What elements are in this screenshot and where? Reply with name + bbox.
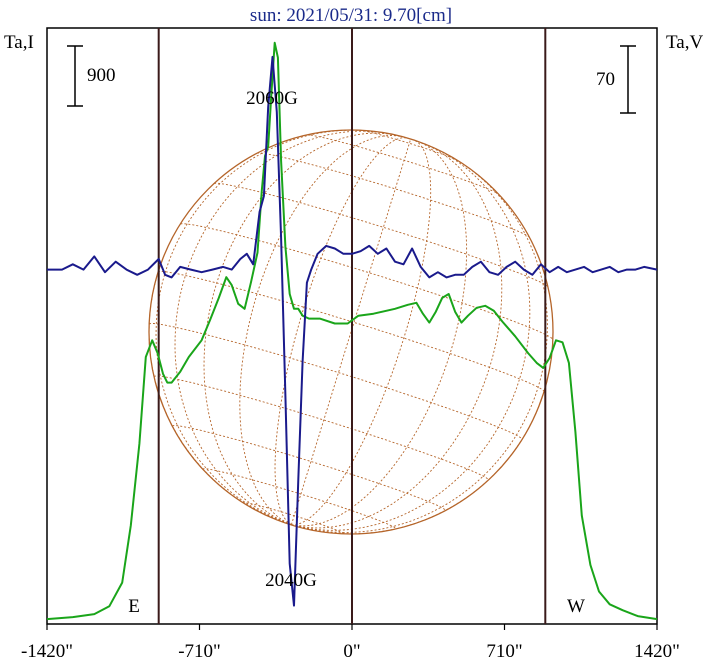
x-tick-label: 0" <box>343 641 360 662</box>
polarization-curve <box>47 55 658 607</box>
annotation-2040g: 2040G <box>265 570 317 591</box>
disk-meridian <box>291 154 548 533</box>
x-tick-label: 710" <box>486 641 522 662</box>
left-axis-label: Ta,I <box>4 32 34 53</box>
disk-parallel <box>180 223 554 340</box>
west-limb-label: W <box>567 596 585 617</box>
disk-parallel <box>243 502 345 535</box>
disk-meridian <box>239 135 401 526</box>
right-scale-value: 70 <box>596 69 615 90</box>
disk-meridian <box>203 132 397 526</box>
limb-lines <box>157 28 547 624</box>
disk-meridian <box>290 138 412 525</box>
east-limb-label: E <box>128 596 140 617</box>
intensity-curve <box>46 41 658 621</box>
disk-parallel <box>359 129 458 161</box>
disk-meridian <box>291 139 432 526</box>
x-tick-label: 1420" <box>634 641 680 662</box>
disk-meridian <box>291 143 503 529</box>
disk-meridian <box>174 130 394 526</box>
x-tick-labels: -1420" -710" 0" 710" 1420" <box>21 624 680 662</box>
disk-parallel <box>172 425 446 511</box>
left-scale-value: 900 <box>87 65 116 86</box>
disk-meridian <box>148 272 292 526</box>
disk-meridian <box>291 144 531 531</box>
disk-meridian <box>274 137 409 526</box>
disk-parallel <box>148 323 523 440</box>
right-axis-label: Ta,V <box>666 32 703 53</box>
left-scale-bar <box>67 45 83 107</box>
x-tick-label: -710" <box>178 641 221 662</box>
disk-parallel <box>202 468 397 530</box>
x-tick-label: -1420" <box>21 641 73 662</box>
annotation-2060g: 2060G <box>246 88 298 109</box>
disk-meridian <box>291 142 468 527</box>
chart-title: sun: 2021/05/31: 9.70[cm] <box>250 5 452 26</box>
solar-disk <box>148 129 554 535</box>
disk-meridian <box>291 391 545 535</box>
right-scale-bar <box>620 45 636 114</box>
